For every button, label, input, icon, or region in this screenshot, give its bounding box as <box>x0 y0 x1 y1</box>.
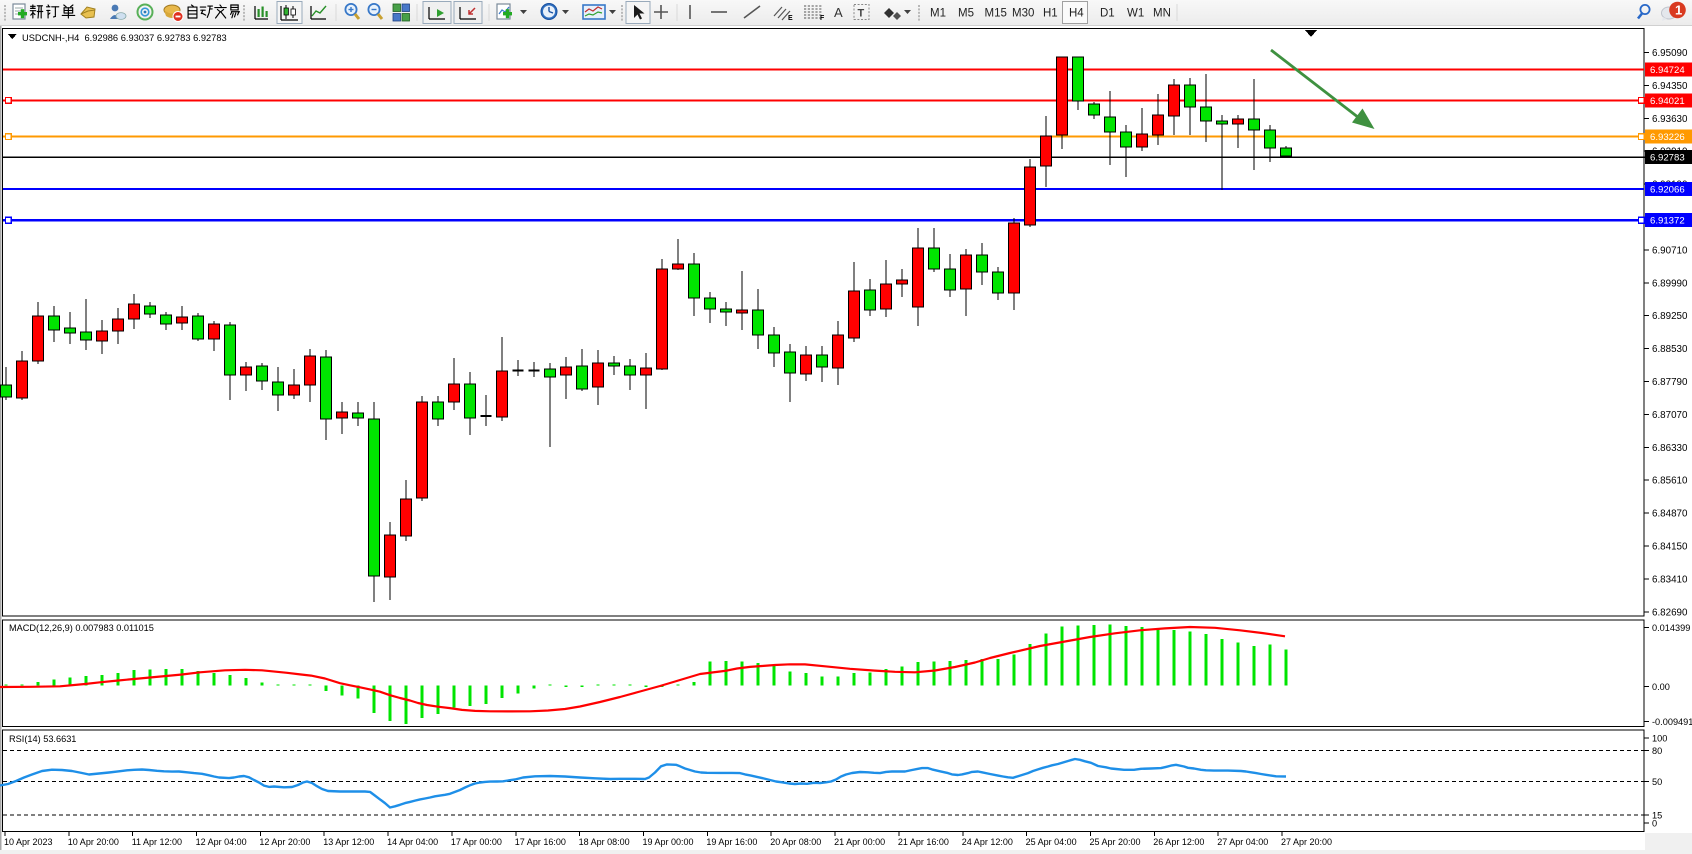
svg-text:6.93630: 6.93630 <box>1652 114 1688 125</box>
svg-text:6.91372: 6.91372 <box>1650 216 1685 227</box>
svg-text:6.84870: 6.84870 <box>1652 509 1688 520</box>
svg-text:26 Apr 12:00: 26 Apr 12:00 <box>1153 837 1204 847</box>
svg-text:6.92066: 6.92066 <box>1650 185 1685 196</box>
svg-text:6.89250: 6.89250 <box>1652 311 1688 322</box>
svg-text:80: 80 <box>1652 746 1662 756</box>
svg-text:6.83410: 6.83410 <box>1652 574 1688 585</box>
svg-text:25 Apr 20:00: 25 Apr 20:00 <box>1090 837 1141 847</box>
svg-text:6.94724: 6.94724 <box>1650 65 1685 76</box>
svg-text:27 Apr 20:00: 27 Apr 20:00 <box>1281 837 1332 847</box>
svg-text:12 Apr 20:00: 12 Apr 20:00 <box>259 837 310 847</box>
svg-text:M1: M1 <box>930 8 946 20</box>
svg-text:1: 1 <box>1675 3 1682 18</box>
svg-text:6.87070: 6.87070 <box>1652 410 1688 421</box>
svg-text:17 Apr 16:00: 17 Apr 16:00 <box>515 837 566 847</box>
svg-text:USDCNH-,H4 6.92986 6.93037 6.: USDCNH-,H4 6.92986 6.93037 6.92783 6.927… <box>22 33 227 43</box>
svg-text:50: 50 <box>1652 777 1662 787</box>
svg-text:H1: H1 <box>1043 8 1058 20</box>
svg-text:0: 0 <box>1652 819 1657 829</box>
svg-text:6.87790: 6.87790 <box>1652 377 1688 388</box>
svg-text:6.82690: 6.82690 <box>1652 607 1688 618</box>
svg-text:A: A <box>834 5 843 20</box>
svg-text:6.95090: 6.95090 <box>1652 48 1688 59</box>
svg-text:12 Apr 04:00: 12 Apr 04:00 <box>196 837 247 847</box>
svg-text:21 Apr 00:00: 21 Apr 00:00 <box>834 837 885 847</box>
svg-text:6.85610: 6.85610 <box>1652 476 1688 487</box>
svg-text:F: F <box>820 15 825 22</box>
svg-text:25 Apr 04:00: 25 Apr 04:00 <box>1026 837 1077 847</box>
svg-text:MACD(12,26,9) 0.007983 0.01101: MACD(12,26,9) 0.007983 0.011015 <box>9 623 154 633</box>
svg-text:21 Apr 16:00: 21 Apr 16:00 <box>898 837 949 847</box>
svg-text:10 Apr 20:00: 10 Apr 20:00 <box>68 837 119 847</box>
svg-text:MN: MN <box>1153 8 1171 20</box>
svg-text:E: E <box>788 15 793 22</box>
svg-text:20 Apr 08:00: 20 Apr 08:00 <box>770 837 821 847</box>
svg-text:6.94021: 6.94021 <box>1650 96 1685 107</box>
svg-text:18 Apr 08:00: 18 Apr 08:00 <box>579 837 630 847</box>
svg-text:27 Apr 04:00: 27 Apr 04:00 <box>1217 837 1268 847</box>
svg-text:6.88530: 6.88530 <box>1652 344 1688 355</box>
svg-text:100: 100 <box>1652 734 1667 744</box>
svg-text:6.84150: 6.84150 <box>1652 542 1688 553</box>
svg-text:W1: W1 <box>1127 8 1144 20</box>
svg-text:0.00: 0.00 <box>1652 682 1670 692</box>
svg-text:M15: M15 <box>985 8 1007 20</box>
svg-text:11 Apr 12:00: 11 Apr 12:00 <box>132 837 182 847</box>
svg-text:17 Apr 00:00: 17 Apr 00:00 <box>451 837 502 847</box>
svg-text:19 Apr 16:00: 19 Apr 16:00 <box>706 837 757 847</box>
svg-text:6.92783: 6.92783 <box>1650 153 1685 164</box>
svg-text:19 Apr 00:00: 19 Apr 00:00 <box>643 837 694 847</box>
svg-text:RSI(14) 53.6631: RSI(14) 53.6631 <box>9 734 76 744</box>
svg-text:15: 15 <box>1652 811 1662 821</box>
svg-text:0.014399: 0.014399 <box>1652 623 1690 633</box>
svg-text:T: T <box>858 8 865 20</box>
svg-text:6.86330: 6.86330 <box>1652 443 1688 454</box>
svg-text:M30: M30 <box>1012 8 1034 20</box>
svg-text:10 Apr 2023: 10 Apr 2023 <box>4 837 53 847</box>
svg-text:H4: H4 <box>1069 8 1084 20</box>
svg-text:6.89990: 6.89990 <box>1652 278 1688 289</box>
svg-text:D1: D1 <box>1100 8 1115 20</box>
svg-text:14 Apr 04:00: 14 Apr 04:00 <box>387 837 438 847</box>
svg-text:-0.009491: -0.009491 <box>1652 717 1692 727</box>
svg-text:24 Apr 12:00: 24 Apr 12:00 <box>962 837 1013 847</box>
svg-text:M5: M5 <box>958 8 974 20</box>
svg-text:13 Apr 12:00: 13 Apr 12:00 <box>323 837 374 847</box>
svg-text:6.90710: 6.90710 <box>1652 245 1688 256</box>
svg-text:6.94350: 6.94350 <box>1652 81 1688 92</box>
svg-text:6.93226: 6.93226 <box>1650 132 1685 143</box>
